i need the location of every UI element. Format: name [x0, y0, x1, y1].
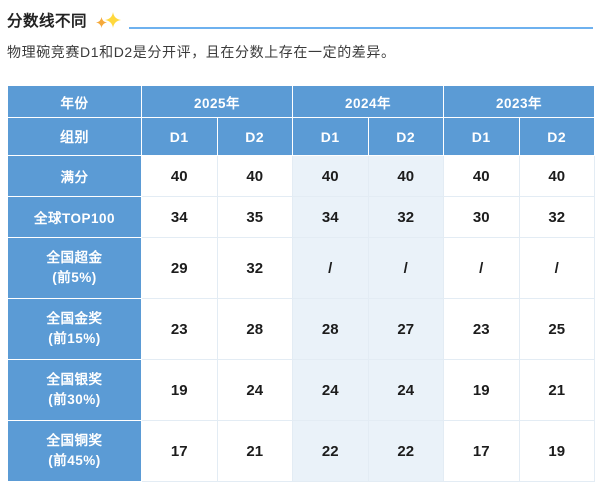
score-cell: 30 — [443, 196, 520, 238]
corner-group-cell: 组别 — [7, 117, 142, 156]
score-cell: 17 — [443, 420, 520, 482]
division-header: D1 — [443, 117, 520, 156]
score-cell: 40 — [367, 155, 444, 197]
row-label: 全国金奖 (前15%) — [7, 298, 142, 360]
table-row: 全球TOP100 34 35 34 32 30 32 — [7, 196, 595, 238]
score-cell: 34 — [141, 196, 218, 238]
division-header: D1 — [141, 117, 218, 156]
division-header: D1 — [292, 117, 369, 156]
score-cell: / — [518, 237, 595, 299]
table-row: 全国超金 (前5%) 29 32// / / — [7, 237, 595, 299]
score-cell: 28 — [216, 298, 293, 360]
row-label-main: 全国金奖 — [46, 311, 103, 327]
score-cell: 40 — [141, 155, 218, 197]
row-label-main: 全国铜奖 — [46, 433, 103, 449]
corner-year-cell: 年份 — [7, 85, 142, 118]
score-cell: 32 — [367, 196, 444, 238]
score-cell: 40 — [518, 155, 595, 197]
division-header: D2 — [518, 117, 595, 156]
row-label-sub: (前30%) — [48, 392, 101, 407]
score-cell: 24 — [367, 359, 444, 421]
score-cell: 32 — [216, 237, 293, 299]
score-cell: 40 — [216, 155, 293, 197]
score-cell: 32 — [518, 196, 595, 238]
score-cell: 40 — [292, 155, 369, 197]
section-subtitle: 物理碗竞赛D1和D2是分开评，且在分数上存在一定的差异。 — [7, 44, 396, 60]
score-cell: 35 — [216, 196, 293, 238]
score-cell: 17 — [141, 420, 218, 482]
score-cell: 34 — [292, 196, 369, 238]
score-table: 年份 2025年 2024年 2023年 组别 D1 D2 D1 D2 D1 D… — [7, 85, 595, 482]
division-header: D2 — [367, 117, 444, 156]
sparkle-large-icon — [105, 12, 122, 28]
table-row: 全国金奖 (前15%) 23 28 28 27 23 25 — [7, 298, 595, 360]
year-header-2025: 2025年 — [141, 85, 293, 118]
table-row: 全国铜奖 (前45%) 17 21 22 22 17 19 — [7, 420, 595, 482]
year-header-2023: 2023年 — [443, 85, 595, 118]
score-cell: 24 — [292, 359, 369, 421]
row-label: 全国银奖 (前30%) — [7, 359, 142, 421]
score-cell: 19 — [518, 420, 595, 482]
row-label-sub: (前5%) — [52, 270, 97, 285]
table-body: 满分 40 40 40 40 40 40 全球TOP100 34 35 34 32 30 32 全国超金 (前… — [7, 155, 595, 482]
row-label-main: 全国银奖 — [46, 372, 103, 388]
sparkle-decoration — [96, 12, 122, 28]
score-cell: 25 — [518, 298, 595, 360]
score-cell: 21 — [216, 420, 293, 482]
score-cell: / — [367, 237, 444, 299]
row-label: 全球TOP100 — [7, 196, 142, 238]
score-cell: 28 — [292, 298, 369, 360]
page-title: 分数线不同 — [7, 13, 88, 30]
score-cell: 21 — [518, 359, 595, 421]
table-row: 全国银奖 (前30%) 19 24 24 24 19 21 — [7, 359, 595, 421]
row-label: 全国超金 (前5%) — [7, 237, 142, 299]
score-cell: 22 — [367, 420, 444, 482]
year-header-2024: 2024年 — [292, 85, 444, 118]
score-cell: 19 — [141, 359, 218, 421]
score-cell: 29 — [141, 237, 218, 299]
table-row: 满分 40 40 40 40 40 40 — [7, 155, 595, 197]
row-label-sub: (前15%) — [48, 331, 101, 346]
score-cell: 22 — [292, 420, 369, 482]
score-cell: 24 — [216, 359, 293, 421]
row-label-main: 全国超金 — [46, 250, 103, 266]
row-label: 全国铜奖 (前45%) — [7, 420, 142, 482]
division-header-row: 组别 D1 D2 D1 D2 D1 D2 — [7, 117, 595, 156]
score-cell: / — [443, 237, 520, 299]
row-label: 满分 — [7, 155, 142, 197]
division-header: D2 — [216, 117, 293, 156]
table-head: 年份 2025年 2024年 2023年 组别 D1 D2 D1 D2 D1 D… — [7, 85, 595, 156]
score-cell: 23 — [443, 298, 520, 360]
score-cell: 23 — [141, 298, 218, 360]
year-header-row: 年份 2025年 2024年 2023年 — [7, 85, 595, 118]
section-title-row: 分数线不同 — [7, 8, 595, 32]
score-cell: 40 — [443, 155, 520, 197]
row-label-sub: (前45%) — [48, 453, 101, 468]
score-cell: / — [292, 237, 369, 299]
sparkle-small-icon — [96, 17, 108, 28]
score-cell: 19 — [443, 359, 520, 421]
title-underline — [129, 27, 593, 29]
score-cell: 27 — [367, 298, 444, 360]
